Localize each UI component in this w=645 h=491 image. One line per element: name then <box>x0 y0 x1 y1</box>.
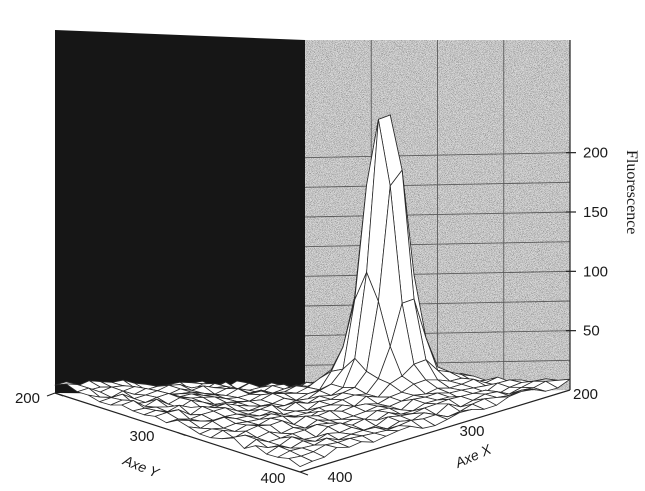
z-tick-label: 150 <box>583 204 608 221</box>
y-tick-mark <box>46 392 56 397</box>
z-axis <box>566 40 576 390</box>
y-axis-title: Axe Y <box>120 452 163 482</box>
x-tick-label: 300 <box>459 423 484 440</box>
x-tick-mark <box>299 471 309 476</box>
x-tick-label: 200 <box>573 386 598 403</box>
x-tick-mark <box>177 431 186 437</box>
z-tick-label: 200 <box>583 145 608 162</box>
x-tick-mark <box>54 392 64 397</box>
y-tick-label: 200 <box>15 390 40 407</box>
surface-mesh <box>54 114 571 468</box>
z-tick-label: 100 <box>583 263 608 280</box>
z-tick-label: 50 <box>583 323 600 340</box>
y-tick-label: 300 <box>129 428 154 445</box>
x-axis-line <box>299 389 571 473</box>
z-axis-title: Fluorescence <box>623 150 640 234</box>
surface-cell <box>288 455 313 468</box>
x-axis-title: Axe X <box>452 441 494 471</box>
back-wall-left <box>55 30 305 395</box>
y-tick-label: 400 <box>260 470 285 487</box>
x-tick-label: 400 <box>327 469 352 486</box>
